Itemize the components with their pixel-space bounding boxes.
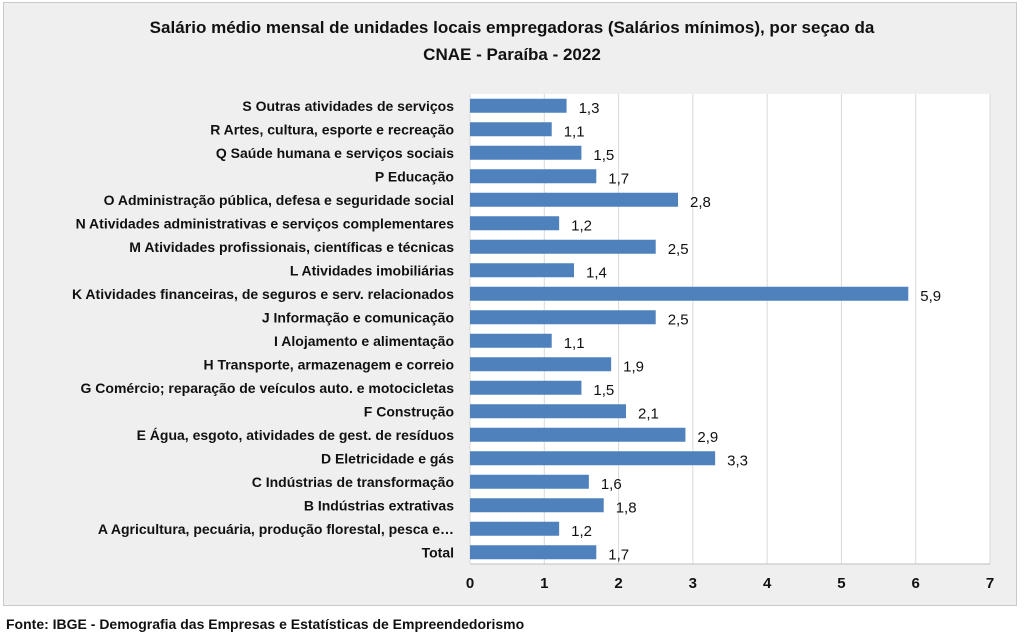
bar [470, 357, 612, 372]
data-label: 1,9 [623, 358, 644, 375]
x-tick-label: 1 [540, 575, 548, 592]
data-label: 1,2 [571, 523, 592, 540]
data-label: 2,9 [697, 429, 718, 446]
category-label: S Outras atividades de serviços [242, 98, 454, 114]
plot-area [470, 94, 990, 564]
category-label: L Atividades imobiliárias [290, 262, 454, 278]
chart-title: Salário médio mensal de unidades locais … [0, 14, 1024, 68]
category-label: G Comércio; reparação de veículos auto. … [81, 380, 455, 396]
data-label: 1,6 [601, 476, 622, 493]
bar [470, 192, 678, 207]
data-label: 2,1 [638, 405, 659, 422]
bar [470, 380, 582, 395]
source-note: Fonte: IBGE - Demografia das Empresas e … [6, 616, 525, 632]
category-label: I Alojamento e alimentação [274, 333, 454, 349]
bar [470, 216, 560, 231]
category-label: H Transporte, armazenagem e correio [203, 356, 454, 372]
category-label: E Água, esgoto, atividades de gest. de r… [137, 427, 455, 443]
data-label: 1,1 [564, 335, 585, 352]
bar [470, 427, 686, 442]
data-label: 2,5 [668, 241, 689, 258]
bar [470, 333, 552, 348]
category-label: B Indústrias extrativas [304, 497, 454, 513]
data-label: 1,5 [593, 382, 614, 399]
x-tick-label: 0 [466, 575, 474, 592]
data-label: 1,5 [593, 147, 614, 164]
chart-title-line-1: Salário médio mensal de unidades locais … [149, 18, 875, 37]
data-label: 1,3 [579, 100, 600, 117]
x-tick-label: 7 [986, 575, 994, 592]
category-label: M Atividades profissionais, científicas … [129, 239, 454, 255]
category-label: C Indústrias de transformação [252, 474, 454, 490]
bar [470, 239, 656, 254]
data-label: 1,1 [564, 123, 585, 140]
x-tick-label: 6 [912, 575, 920, 592]
data-label: 1,7 [608, 546, 629, 563]
category-label: J Informação e comunicação [262, 309, 454, 325]
category-label: F Construção [364, 403, 454, 419]
x-tick-label: 3 [689, 575, 697, 592]
data-label: 3,3 [727, 452, 748, 469]
bar [470, 122, 552, 137]
category-label: D Eletricidade e gás [321, 450, 454, 466]
data-label: 1,4 [586, 264, 607, 281]
data-label: 1,2 [571, 217, 592, 234]
bar [470, 98, 567, 113]
x-tick-label: 2 [614, 575, 622, 592]
category-label: O Administração pública, defesa e seguri… [104, 192, 454, 208]
chart-title-line-2: CNAE - Paraíba - 2022 [423, 45, 601, 64]
data-label: 1,7 [608, 170, 629, 187]
category-label: Q Saúde humana e serviços sociais [216, 145, 454, 161]
bar [470, 169, 597, 184]
bar [470, 404, 626, 419]
bar [470, 263, 574, 278]
bar [470, 474, 589, 489]
bar [470, 286, 909, 301]
category-label: N Atividades administrativas e serviços … [76, 215, 455, 231]
category-label: K Atividades financeiras, de seguros e s… [72, 286, 454, 302]
x-tick-label: 5 [837, 575, 845, 592]
data-label: 1,8 [616, 499, 637, 516]
bar [470, 310, 656, 325]
category-label: R Artes, cultura, esporte e recreação [210, 121, 454, 137]
category-label: P Educação [375, 168, 454, 184]
x-tick-label: 4 [763, 575, 772, 592]
category-label: A Agricultura, pecuária, produção flores… [98, 521, 454, 537]
data-label: 2,8 [690, 194, 711, 211]
data-label: 5,9 [920, 288, 941, 305]
bar [470, 545, 597, 560]
bar [470, 145, 582, 160]
category-label: Total [422, 544, 454, 560]
bar [470, 521, 560, 536]
bar [470, 498, 604, 513]
data-label: 2,5 [668, 311, 689, 328]
bar [470, 451, 716, 466]
